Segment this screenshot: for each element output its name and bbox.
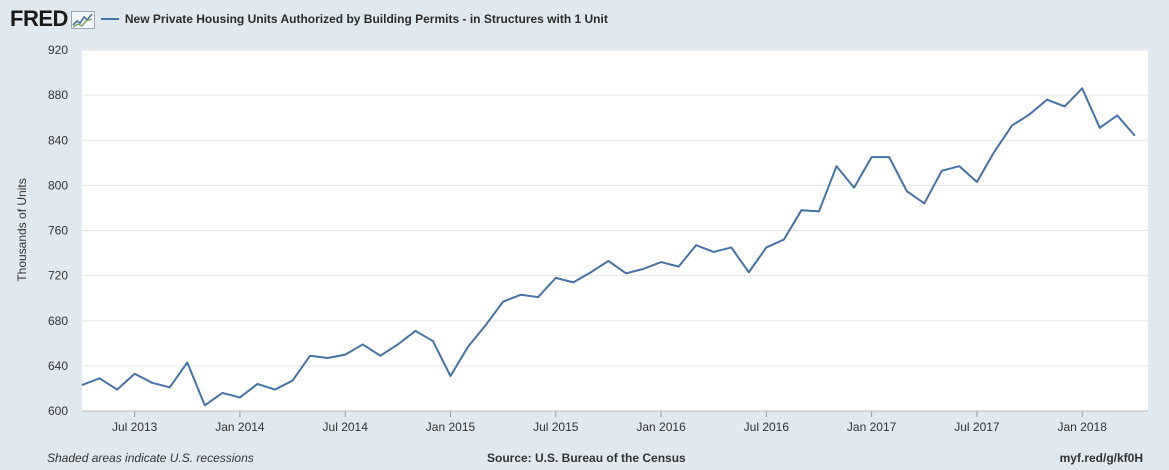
x-tick-label: Jan 2017 xyxy=(847,420,897,434)
grid-lines xyxy=(82,49,1148,367)
x-tick-label: Jul 2016 xyxy=(744,420,790,434)
legend-series-title: New Private Housing Units Authorized by … xyxy=(124,12,608,26)
x-tick-label: Jul 2014 xyxy=(323,420,369,434)
source-note[interactable]: Source: U.S. Bureau of the Census xyxy=(487,451,686,465)
y-tick-label: 880 xyxy=(48,88,68,102)
y-tick-label: 800 xyxy=(48,178,68,192)
y-tick-label: 680 xyxy=(48,314,68,328)
x-tick-label: Jan 2018 xyxy=(1058,420,1108,434)
x-tick-label: Jul 2015 xyxy=(533,420,579,434)
y-tick-label: 920 xyxy=(48,43,68,57)
fred-logo-graph-icon xyxy=(70,11,95,29)
legend-line-swatch xyxy=(100,18,119,20)
x-axis-ticks: Jul 2013 Jan 2014 Jul 2014 Jan 2015 Jul 2015… xyxy=(82,410,1148,434)
y-axis-ticks: 600 640 680 720 760 800 840 880 920 xyxy=(48,43,68,418)
legend[interactable]: New Private Housing Units Authorized by … xyxy=(100,12,608,26)
y-tick-label: 840 xyxy=(48,133,68,147)
y-axis-label: Thousands of Units xyxy=(15,178,29,281)
y-tick-label: 760 xyxy=(48,224,68,238)
x-tick-label: Jul 2017 xyxy=(954,420,1000,434)
series-line[interactable] xyxy=(81,87,1136,407)
y-tick-label: 640 xyxy=(48,359,68,373)
fred-logo[interactable]: FRED xyxy=(10,6,68,31)
chart-header: FRED New Private Housing Units Authorize… xyxy=(10,6,608,32)
y-tick-label: 600 xyxy=(48,404,68,418)
y-tick-label: 720 xyxy=(48,269,68,283)
x-tick-label: Jan 2016 xyxy=(636,420,686,434)
recession-note: Shaded areas indicate U.S. recessions xyxy=(47,451,254,465)
x-tick-label: Jul 2013 xyxy=(112,420,158,434)
x-tick-label: Jan 2014 xyxy=(215,420,265,434)
x-tick-label: Jan 2015 xyxy=(426,420,476,434)
short-url[interactable]: myf.red/g/kf0H xyxy=(1059,451,1143,465)
